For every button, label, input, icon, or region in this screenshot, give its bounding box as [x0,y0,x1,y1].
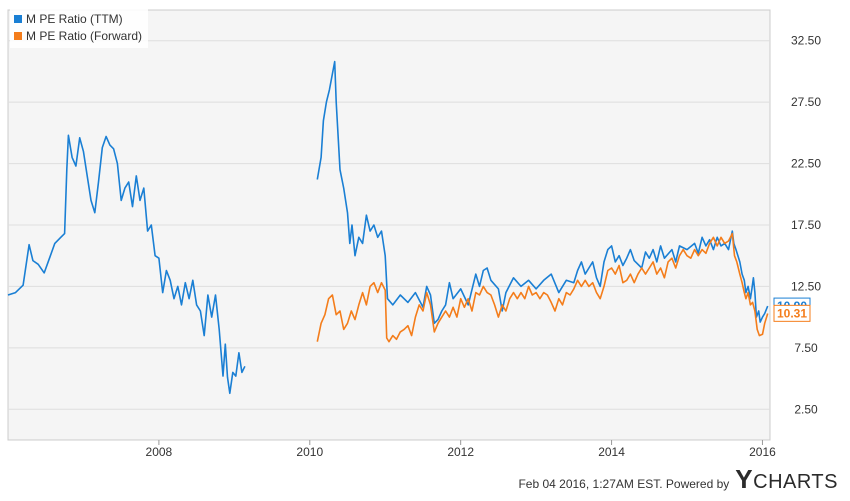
legend-item-forward[interactable]: M PE Ratio (Forward) [14,27,142,44]
ttm-series-line[interactable] [316,60,769,325]
grid-lines [8,40,770,410]
x-tick-label: 2012 [447,445,474,459]
y-tick-label: 12.50 [791,279,821,293]
timestamp: Feb 04 2016, 1:27AM EST. [518,477,663,491]
forward-series-line[interactable] [316,232,769,343]
forward-swatch [14,31,22,40]
ttm-series-line[interactable] [7,134,246,395]
ttm-swatch [14,14,22,23]
forward-last-value-badge: 10.31 [773,304,811,322]
legend-item-ttm[interactable]: M PE Ratio (TTM) [14,10,142,27]
ycharts-logo[interactable]: YCHARTS [735,464,838,494]
x-axis-ticks: 2008 2010 2012 2014 2016 [146,440,776,459]
x-tick-label: 2008 [146,445,173,459]
y-tick-label: 27.50 [791,95,821,109]
powered-by: Powered by [665,477,730,491]
badge-box [773,304,811,322]
x-tick-label: 2014 [598,445,625,459]
y-tick-label: 22.50 [791,157,821,171]
y-tick-label: 17.50 [791,218,821,232]
last-value-badges: 10.9010.31 [773,297,811,322]
legend: M PE Ratio (TTM) M PE Ratio (Forward) [10,8,149,48]
x-tick-label: 2010 [296,445,323,459]
footer: Feb 04 2016, 1:27AM EST. Powered by YCHA… [518,464,838,495]
y-tick-label: 32.50 [791,34,821,48]
y-axis-ticks: 2.50 7.50 12.50 17.50 22.50 27.50 32.50 [791,34,821,417]
y-tick-label: 7.50 [794,341,818,355]
x-tick-label: 2016 [749,445,776,459]
legend-label-ttm: M PE Ratio (TTM) [26,11,123,26]
y-tick-label: 2.50 [794,402,818,416]
badge-value: 10.31 [777,306,807,320]
legend-label-forward: M PE Ratio (Forward) [26,28,143,43]
series-lines [7,60,769,395]
